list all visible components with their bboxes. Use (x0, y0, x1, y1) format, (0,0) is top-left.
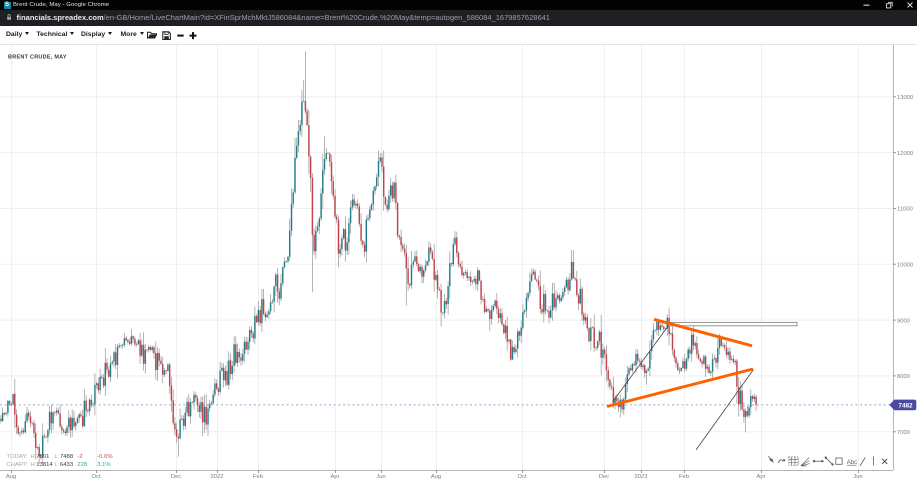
svg-text:8000: 8000 (897, 374, 910, 380)
svg-text:L:: L: (55, 454, 60, 460)
svg-text:-0.0%: -0.0% (97, 454, 113, 460)
svg-text:Dec: Dec (599, 474, 609, 480)
svg-text:12000: 12000 (897, 151, 913, 157)
svg-text:Feb: Feb (679, 474, 689, 480)
svg-text:13814: 13814 (36, 462, 53, 468)
svg-text:-2: -2 (77, 454, 82, 460)
svg-text:Apr: Apr (330, 474, 339, 480)
svg-text:7482: 7482 (898, 402, 913, 409)
svg-text:13000: 13000 (897, 95, 913, 101)
svg-text:9000: 9000 (897, 318, 910, 324)
svg-text:Dec: Dec (171, 474, 181, 480)
svg-text:7488: 7488 (60, 454, 74, 460)
svg-text:7501: 7501 (36, 454, 49, 460)
svg-text:BRENT CRUDE, MAY: BRENT CRUDE, MAY (8, 54, 67, 60)
svg-text:Feb: Feb (253, 474, 263, 480)
svg-text:Aug: Aug (431, 474, 441, 480)
svg-text:Oct: Oct (91, 474, 100, 480)
svg-text:3.1%: 3.1% (97, 462, 111, 468)
svg-text:L:: L: (55, 462, 60, 468)
svg-text:Apr: Apr (756, 474, 765, 480)
svg-text:6433: 6433 (60, 462, 74, 468)
svg-text:Aug: Aug (6, 474, 16, 480)
svg-text:7000: 7000 (897, 430, 910, 436)
svg-text:H:: H: (31, 454, 37, 460)
svg-text:228: 228 (77, 462, 88, 468)
svg-text:Jun: Jun (376, 474, 385, 480)
svg-text:CHART:: CHART: (7, 462, 29, 468)
svg-text:TODAY:: TODAY: (7, 454, 28, 460)
svg-text:H:: H: (31, 462, 37, 468)
svg-text:2023: 2023 (635, 474, 648, 480)
svg-text:2022: 2022 (211, 474, 224, 480)
svg-text:10000: 10000 (897, 263, 913, 269)
svg-text:Oct: Oct (517, 474, 526, 480)
svg-text:Abc: Abc (847, 460, 857, 466)
svg-text:Jun: Jun (853, 474, 862, 480)
svg-text:11000: 11000 (897, 207, 913, 213)
